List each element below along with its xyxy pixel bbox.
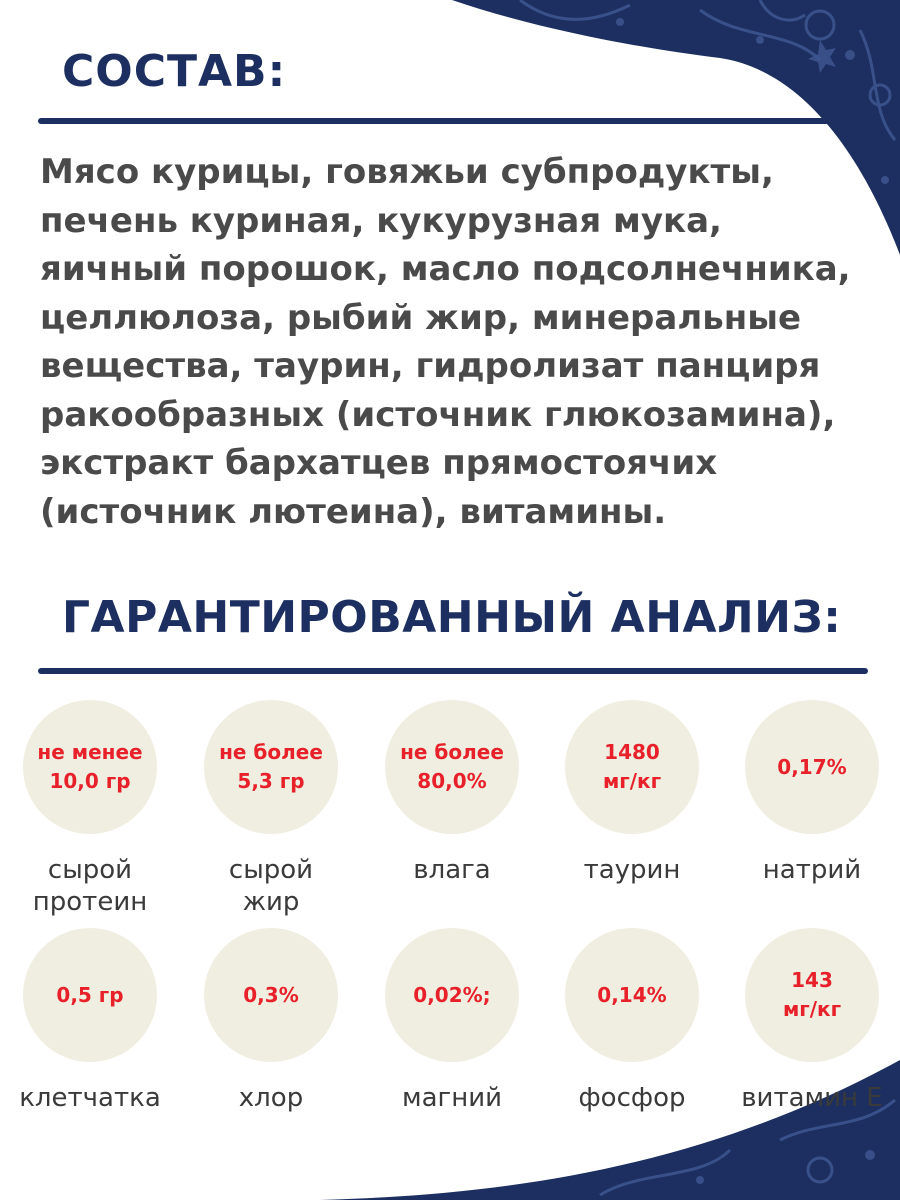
nutrient-label: фосфор [578,1083,686,1113]
nutrient-label: сырой жир [228,855,314,917]
nutrient-chlorine: 0,3% хлор [181,928,361,1114]
nutrient-moisture: не более 80,0% влага [362,700,542,886]
nutrient-vitamin-e: 143 мг/кг витамин Е [722,928,900,1114]
nutrient-value: не менее 10,0 гр [37,740,143,793]
nutrient-value: 0,02%; [413,982,491,1007]
nutrient-label: витамин Е [741,1083,883,1113]
nutrient-value: 0,14% [597,982,667,1007]
nutrient-value: не более 80,0% [400,740,504,793]
nutrient-magnesium: 0,02%; магний [362,928,542,1114]
nutrient-protein: не менее 10,0 гр сырой протеин [0,700,180,918]
value-circle: 0,3% [204,928,338,1062]
value-circle: не более 5,3 гр [204,700,338,834]
nutrient-label: магний [401,1083,502,1113]
nutrient-label: сырой протеин [32,855,148,917]
nutrient-phosphorus: 0,14% фосфор [542,928,722,1114]
nutrient-value: 0,3% [243,982,299,1007]
nutrient-fiber: 0,5 гр клетчатка [0,928,180,1114]
nutrient-value: 1480 мг/кг [602,740,662,793]
value-circle: 143 мг/кг [745,928,879,1062]
nutrient-sodium: 0,17% натрий [722,700,900,886]
nutrient-label: хлор [238,1083,304,1113]
value-circle: не более 80,0% [385,700,519,834]
value-circle: 0,17% [745,700,879,834]
value-circle: не менее 10,0 гр [23,700,157,834]
divider [38,668,868,674]
divider [38,118,868,124]
nutrient-taurine: 1480 мг/кг таурин [542,700,722,886]
nutrient-value: 0,5 гр [56,982,124,1007]
nutrient-fat: не более 5,3 гр сырой жир [181,700,361,918]
nutrient-value: 143 мг/кг [782,968,842,1021]
value-circle: 0,5 гр [23,928,157,1062]
nutrient-label: натрий [762,855,862,885]
value-circle: 0,02%; [385,928,519,1062]
nutrient-value: 0,17% [777,754,847,779]
value-circle: 0,14% [565,928,699,1062]
value-circle: 1480 мг/кг [565,700,699,834]
composition-title: СОСТАВ: [62,46,287,97]
nutrient-label: клетчатка [19,1083,161,1113]
nutrient-label: таурин [583,855,681,885]
analysis-title: ГАРАНТИРОВАННЫЙ АНАЛИЗ: [62,592,842,643]
nutrient-value: не более 5,3 гр [219,740,323,793]
nutrient-label: влага [413,855,491,885]
composition-text: Мясо курицы, говяжьи субпродукты, печень… [40,152,851,532]
